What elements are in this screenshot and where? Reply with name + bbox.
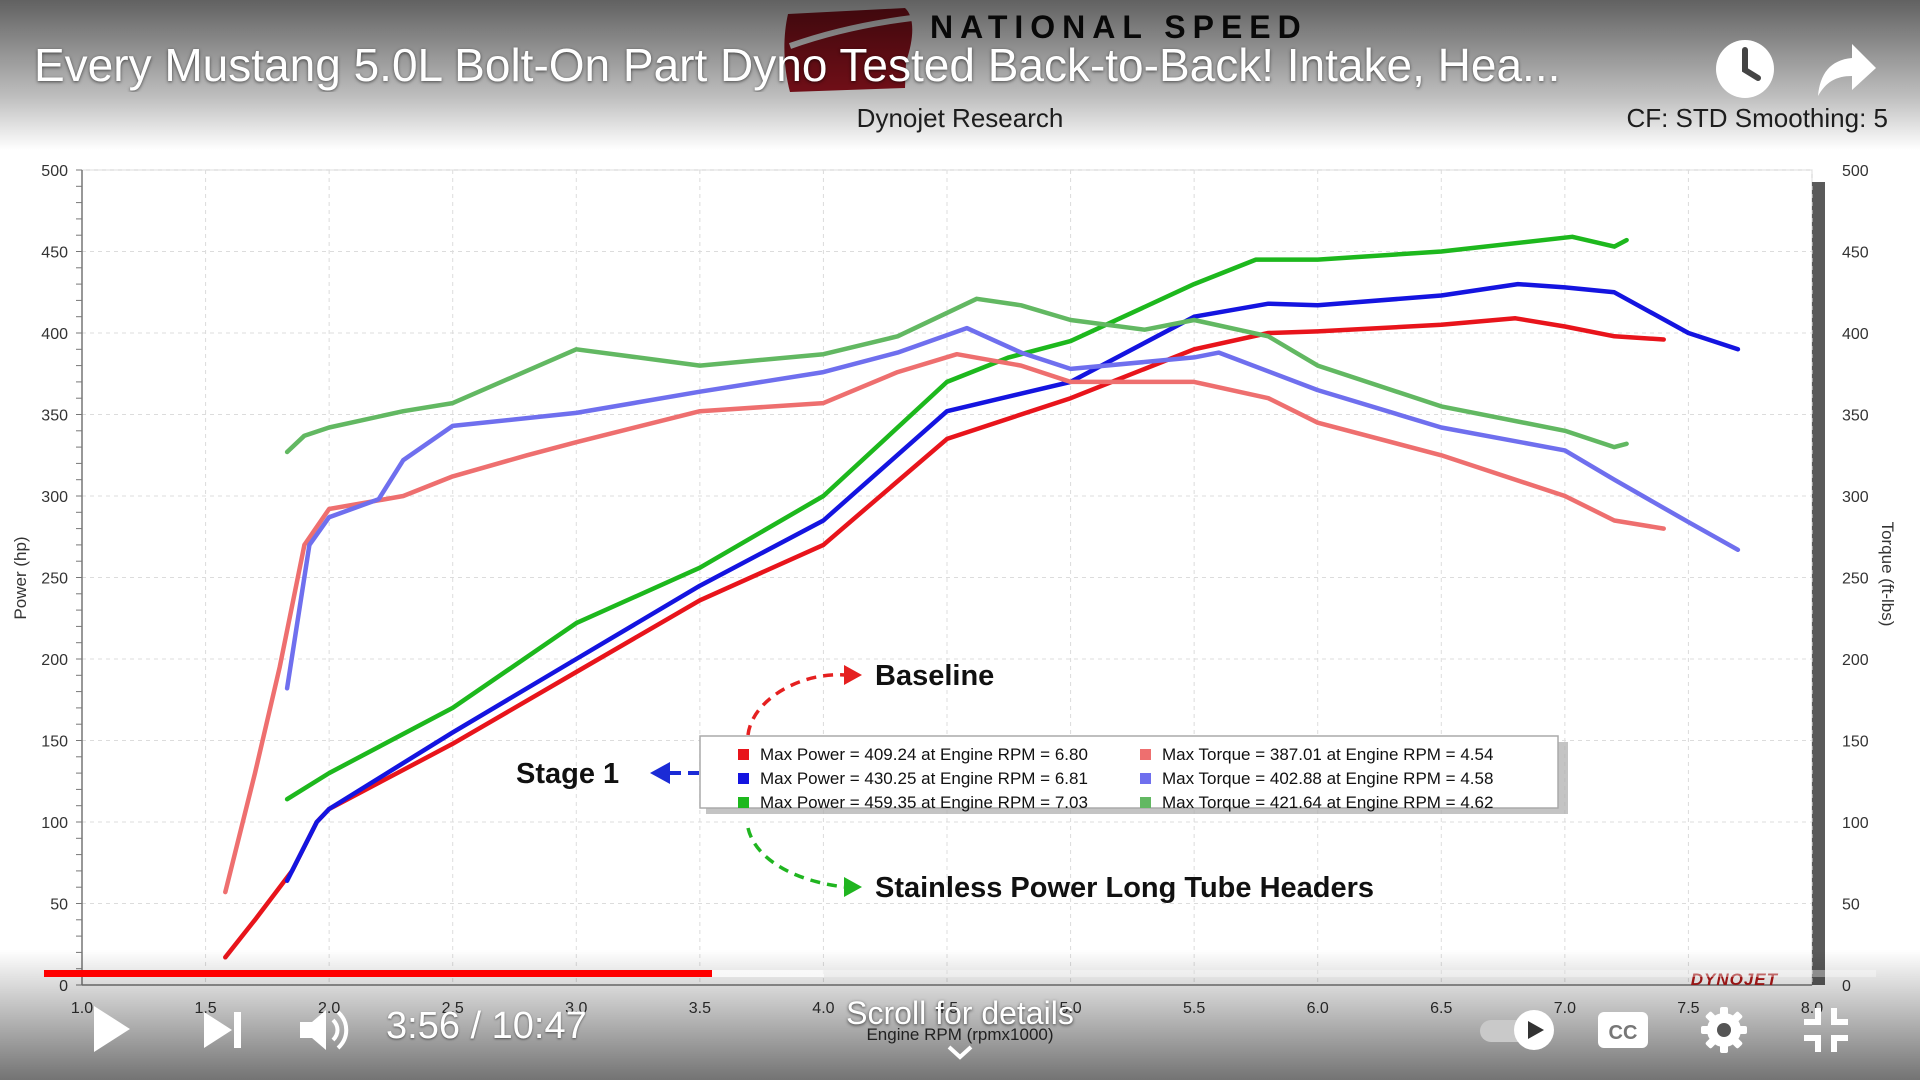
y-tick-label-right: 500	[1842, 163, 1869, 180]
y-tick-label-left: 200	[41, 652, 68, 669]
exit-fullscreen-icon[interactable]	[1800, 1004, 1852, 1056]
y-tick-label-right: 350	[1842, 408, 1869, 425]
chart-legend: Max Power = 409.24 at Engine RPM = 6.80 M…	[699, 735, 1568, 814]
time-display: 3:56 / 10:47	[386, 1005, 587, 1047]
series-line-4	[223, 351, 1666, 895]
y-tick-label-left: 500	[41, 163, 68, 180]
legend-swatch	[1140, 797, 1151, 808]
y-tick-label-left: 450	[41, 245, 68, 262]
legend-entry: Max Torque = 402.88 at Engine RPM = 4.58	[1162, 769, 1493, 788]
legend-swatch	[738, 773, 749, 784]
x-tick-label: 7.0	[1554, 1000, 1576, 1017]
y-tick-label-right: 100	[1842, 815, 1869, 832]
legend-entry: Max Power = 459.35 at Engine RPM = 7.03	[760, 793, 1088, 812]
chevron-down-icon[interactable]	[945, 1043, 975, 1061]
legend-entry: Max Torque = 387.01 at Engine RPM = 4.54	[1162, 745, 1493, 764]
play-icon[interactable]	[86, 1002, 136, 1056]
x-tick-label: 6.0	[1307, 1000, 1329, 1017]
y-tick-label-left: 0	[59, 978, 68, 995]
y-tick-label-left: 400	[41, 326, 68, 343]
progress-bar[interactable]	[44, 970, 1876, 977]
y-tick-label-right: 50	[1842, 897, 1860, 914]
next-icon[interactable]	[200, 1008, 246, 1052]
scroll-hint-text: Scroll for details	[846, 995, 1074, 1031]
y-tick-label-left: 350	[41, 408, 68, 425]
legend-swatch	[1140, 773, 1151, 784]
y-tick-label-right: 250	[1842, 571, 1869, 588]
series-line-3	[284, 234, 1629, 802]
x-tick-label: 6.5	[1430, 1000, 1452, 1017]
progress-played	[44, 970, 712, 977]
y-tick-label-right: 300	[1842, 489, 1869, 506]
annotation-baseline: Baseline	[875, 660, 994, 692]
y-tick-label-right: 400	[1842, 326, 1869, 343]
y-tick-label-left: 100	[41, 815, 68, 832]
y-axis-label-torque: Torque (ft-lbs)	[1878, 522, 1897, 627]
cc-icon[interactable]: CC	[1596, 1010, 1650, 1050]
video-title[interactable]: Every Mustang 5.0L Bolt-On Part Dyno Tes…	[34, 39, 1561, 91]
y-tick-label-left: 150	[41, 734, 68, 751]
dyno-header-center: Dynojet Research	[857, 103, 1064, 133]
legend-swatch	[738, 749, 749, 760]
annotation-headers: Stainless Power Long Tube Headers	[875, 872, 1374, 904]
series-line-2	[284, 281, 1741, 883]
legend-swatch	[1140, 749, 1151, 760]
x-tick-label: 7.5	[1677, 1000, 1699, 1017]
autoplay-toggle[interactable]	[1478, 1008, 1556, 1052]
y-tick-label-right: 150	[1842, 734, 1869, 751]
annotation-arrows	[650, 665, 862, 897]
torque-axis-band	[1812, 182, 1825, 985]
legend-entry: Max Power = 430.25 at Engine RPM = 6.81	[760, 769, 1088, 788]
watch-later-icon[interactable]	[1712, 36, 1778, 102]
y-tick-label-right: 0	[1842, 978, 1851, 995]
legend-swatch	[738, 797, 749, 808]
y-tick-label-right: 200	[1842, 652, 1869, 669]
y-tick-label-left: 50	[50, 897, 68, 914]
svg-text:CC: CC	[1609, 1022, 1638, 1044]
series-line-5	[284, 325, 1741, 691]
y-tick-label-left: 250	[41, 571, 68, 588]
x-tick-label: 5.5	[1183, 1000, 1205, 1017]
share-icon[interactable]	[1814, 36, 1880, 102]
x-tick-label: 3.5	[689, 1000, 711, 1017]
y-tick-label-left: 300	[41, 489, 68, 506]
legend-entry: Max Torque = 421.64 at Engine RPM = 4.62	[1162, 793, 1493, 812]
series-line-6	[284, 296, 1629, 455]
y-axis-label-power: Power (hp)	[11, 536, 30, 619]
annotation-stage1: Stage 1	[516, 758, 619, 790]
y-tick-label-right: 450	[1842, 245, 1869, 262]
chart-series-group	[223, 234, 1741, 960]
volume-icon[interactable]	[296, 1004, 352, 1056]
settings-icon[interactable]	[1698, 1004, 1750, 1056]
scroll-hint[interactable]: Scroll for details	[760, 995, 1160, 1069]
dyno-header-right: CF: STD Smoothing: 5	[1626, 103, 1888, 133]
legend-entry: Max Power = 409.24 at Engine RPM = 6.80	[760, 745, 1088, 764]
